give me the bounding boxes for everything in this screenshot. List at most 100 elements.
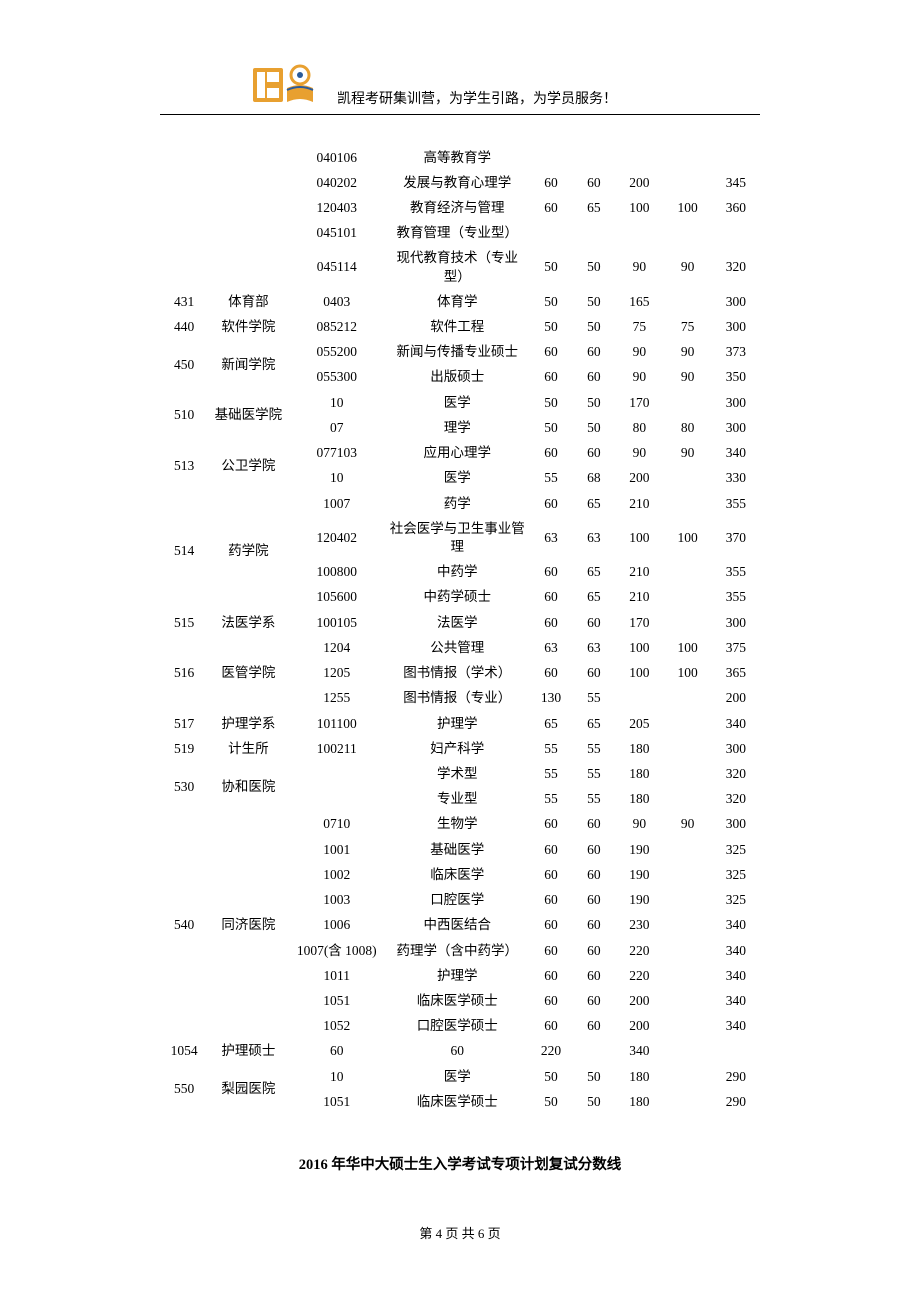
cell-s4 [664,1014,712,1039]
cell-major: 基础医学 [385,837,530,862]
cell-s5: 320 [712,787,760,812]
cell-code2: 100800 [289,560,385,585]
cell-s1: 50 [530,415,573,440]
table-row: 045114现代教育技术（专业型）50509090320 [160,246,760,289]
cell-s4: 100 [664,195,712,220]
cell-s1: 60 [530,441,573,466]
cell-s1: 60 [530,988,573,1013]
cell-code2: 1054 [160,1039,208,1064]
cell-code2: 0403 [289,289,385,314]
cell-s4: 75 [664,315,712,340]
table-row: 550梨园医院10医学5050180290 [160,1064,760,1089]
cell-code1: 440 [160,315,208,340]
cell-s5: 375 [712,635,760,660]
cell-s2: 60 [572,913,615,938]
cell-dept: 药学院 [208,491,288,610]
cell-code1: 530 [160,761,208,811]
cell-code2: 07 [289,415,385,440]
cell-s4 [664,491,712,516]
cell-s2: 60 [572,1014,615,1039]
cell-dept: 计生所 [208,736,288,761]
cell-s1: 50 [530,390,573,415]
cell-s4 [664,686,712,711]
cell-s1: 60 [530,938,573,963]
cell-code2: 1007(含 1008) [289,938,385,963]
cell-s5: 340 [712,441,760,466]
cell-s5: 370 [712,516,760,559]
cell-s3: 220 [615,963,663,988]
cell-code2: 045101 [289,221,385,246]
cell-s4: 90 [664,365,712,390]
cell-s4 [664,711,712,736]
cell-major: 护理学 [385,711,530,736]
cell-s3: 180 [615,761,663,786]
cell-s4 [664,390,712,415]
cell-s4 [664,1089,712,1114]
cell-code1: 515 [160,610,208,635]
table-row: 510基础医学院10医学5050170300 [160,390,760,415]
cell-s2: 60 [572,661,615,686]
cell-code2: 1001 [289,837,385,862]
cell-major: 药学 [385,491,530,516]
cell-s1: 50 [530,289,573,314]
cell-s3: 230 [615,913,663,938]
cell-major: 中药学硕士 [385,585,530,610]
cell-code2: 077103 [289,441,385,466]
table-row: 450新闻学院055200新闻与传播专业硕士60609090373 [160,340,760,365]
cell-code2: 100211 [289,736,385,761]
cell-s4 [664,170,712,195]
cell-s1: 55 [530,466,573,491]
cell-s3: 220 [615,938,663,963]
cell-s2: 55 [572,761,615,786]
cell-s5: 350 [712,365,760,390]
cell-s3: 100 [615,195,663,220]
cell-dept: 医管学院 [208,635,288,711]
cell-dept: 基础医学院 [208,390,288,440]
cell-code2: 1003 [289,888,385,913]
cell-s4 [664,289,712,314]
cell-major: 新闻与传播专业硕士 [385,340,530,365]
cell-code2: 085212 [289,315,385,340]
cell-s5: 325 [712,888,760,913]
cell-dept: 软件学院 [208,315,288,340]
table-row: 431体育部0403体育学5050165300 [160,289,760,314]
cell-s5: 300 [712,415,760,440]
cell-s1: 60 [530,1014,573,1039]
cell-s2: 50 [572,1064,615,1089]
table-row: 440软件学院085212软件工程50507575300 [160,315,760,340]
cell-code2: 1205 [289,661,385,686]
cell-s2 [572,145,615,170]
cell-s1: 60 [530,195,573,220]
cell-code1: 517 [160,711,208,736]
cell-major: 发展与教育心理学 [385,170,530,195]
cell-s4 [664,862,712,887]
cell-major: 生物学 [385,812,530,837]
cell-code2: 1051 [289,988,385,1013]
cell-code2: 1052 [289,1014,385,1039]
cell-major: 护理学 [385,963,530,988]
cell-code2: 10 [289,466,385,491]
cell-s3: 100 [615,516,663,559]
cell-code1 [160,221,208,246]
cell-major: 妇产科学 [385,736,530,761]
cell-code2: 040106 [289,145,385,170]
cell-s5: 340 [712,711,760,736]
cell-code1: 550 [160,1064,208,1114]
cell-s2: 60 [572,837,615,862]
cell-major: 社会医学与卫生事业管理 [385,516,530,559]
cell-s1: 60 [530,560,573,585]
cell-s4 [664,560,712,585]
cell-s5: 345 [712,170,760,195]
cell-s2: 60 [385,1039,530,1064]
cell-s2: 65 [572,585,615,610]
cell-dept: 护理学系 [208,711,288,736]
cell-s5: 300 [712,390,760,415]
cell-s5: 325 [712,862,760,887]
cell-major: 图书情报（专业） [385,686,530,711]
cell-s4: 100 [664,516,712,559]
cell-s5: 300 [712,289,760,314]
cell-s3: 200 [615,170,663,195]
table-row: 515法医学系100105法医学6060170300 [160,610,760,635]
cell-major: 口腔医学 [385,888,530,913]
cell-code2: 1204 [289,635,385,660]
